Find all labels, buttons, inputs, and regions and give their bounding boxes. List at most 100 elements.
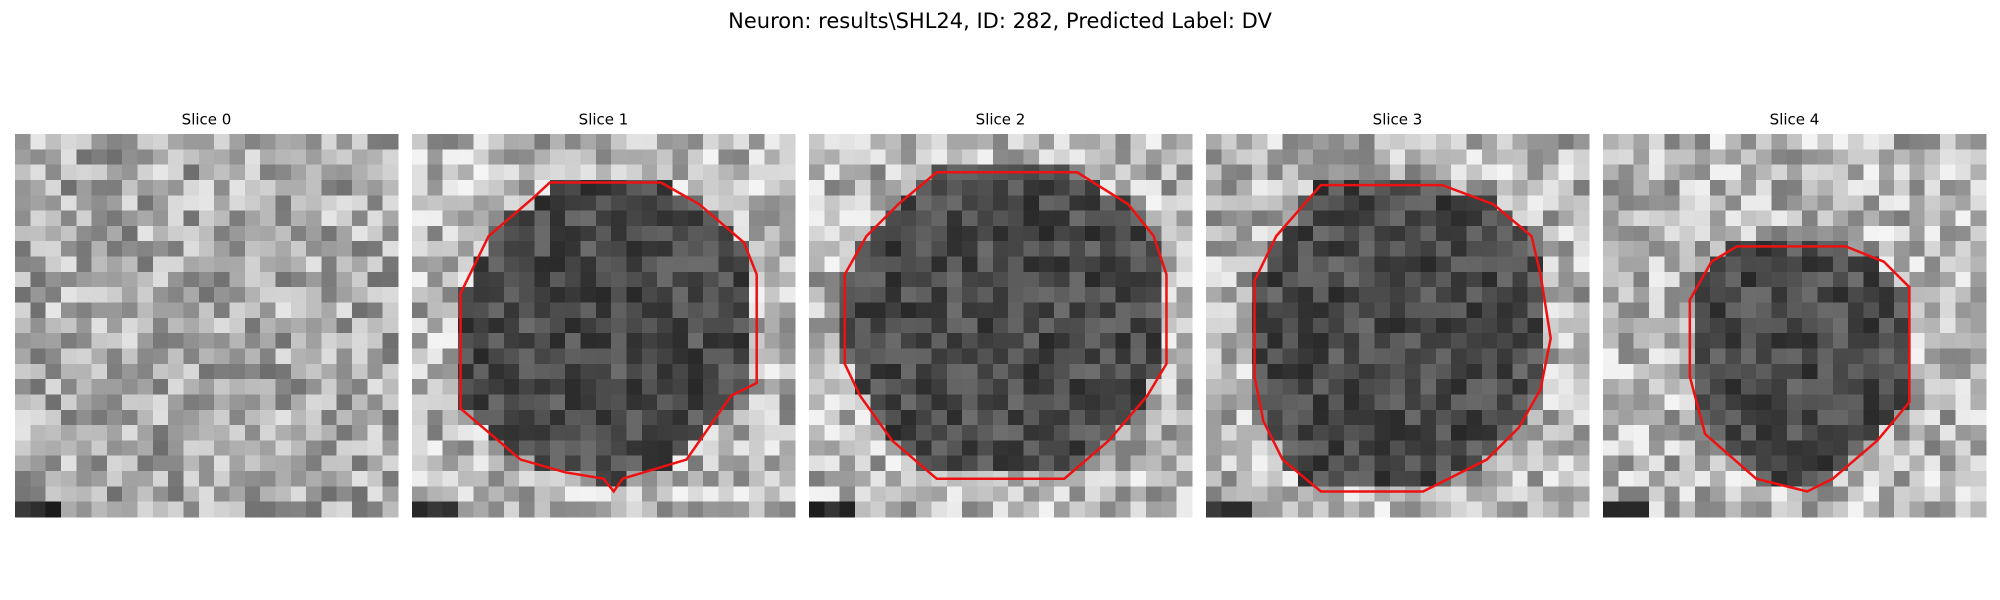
pixel <box>854 210 871 227</box>
pixel <box>168 225 185 242</box>
pixel <box>1558 455 1575 472</box>
pixel <box>946 501 963 518</box>
pixel <box>1251 210 1268 227</box>
pixel <box>1405 164 1421 181</box>
pixel <box>1008 134 1024 150</box>
pixel <box>260 348 276 365</box>
pixel <box>1405 271 1421 288</box>
pixel <box>45 501 62 518</box>
pixel <box>672 363 689 380</box>
pixel <box>1786 241 1803 258</box>
pixel <box>290 134 307 150</box>
pixel <box>1451 302 1467 319</box>
pixel <box>1740 195 1757 212</box>
pixel <box>1863 195 1880 212</box>
pixel <box>275 501 292 518</box>
pixel <box>824 317 841 334</box>
pixel <box>580 179 597 196</box>
pixel <box>1573 256 1590 273</box>
pixel <box>611 271 627 288</box>
pixel <box>244 317 261 334</box>
pixel <box>1543 379 1559 395</box>
pixel <box>1618 256 1635 273</box>
pixel <box>382 225 399 242</box>
pixel <box>1802 394 1818 411</box>
pixel <box>1497 134 1513 150</box>
pixel <box>1679 409 1696 426</box>
pixel <box>106 333 123 349</box>
pixel <box>641 440 658 457</box>
pixel <box>764 394 781 411</box>
pixel <box>1236 195 1253 212</box>
pixel <box>152 225 169 242</box>
pixel <box>1863 317 1880 334</box>
pixel <box>106 455 123 472</box>
pixel <box>962 256 979 273</box>
pixel <box>1313 409 1330 426</box>
pixel <box>229 164 246 181</box>
pixel <box>91 302 108 319</box>
pixel <box>152 409 169 426</box>
pixel <box>275 149 292 166</box>
pixel <box>549 195 566 212</box>
pixel <box>519 149 536 166</box>
pixel <box>122 394 139 411</box>
pixel <box>672 379 689 395</box>
pixel <box>45 455 62 472</box>
pixel <box>519 287 536 304</box>
pixel <box>1008 149 1024 166</box>
contour <box>459 181 758 494</box>
pixel <box>290 287 307 304</box>
pixel <box>168 455 185 472</box>
pixel <box>1206 179 1222 196</box>
pixel <box>809 241 825 258</box>
pixel <box>824 179 841 196</box>
pixel <box>352 440 368 457</box>
pixel <box>1894 225 1910 242</box>
pixel <box>1909 348 1926 365</box>
pixel <box>1848 287 1864 304</box>
pixel <box>306 348 322 365</box>
pixel <box>229 455 246 472</box>
pixel <box>900 271 917 288</box>
pixel <box>306 317 322 334</box>
pixel <box>749 501 765 518</box>
pixel <box>657 379 673 395</box>
pixel <box>91 409 108 426</box>
pixel <box>229 471 246 487</box>
pixel <box>275 348 292 365</box>
pixel <box>214 195 230 212</box>
pixel <box>1343 179 1360 196</box>
pixel <box>1679 241 1696 258</box>
pixel <box>565 363 582 380</box>
pixel <box>626 348 643 365</box>
pixel <box>442 210 459 227</box>
pixel <box>1069 302 1086 319</box>
pixel <box>488 348 505 365</box>
pixel <box>1206 317 1222 334</box>
pixel <box>1313 225 1330 242</box>
pixel <box>749 486 765 503</box>
pixel <box>382 379 399 395</box>
pixel <box>15 179 31 196</box>
pixel <box>1756 149 1773 166</box>
pixel <box>595 317 612 334</box>
pixel <box>977 302 994 319</box>
pixel <box>91 149 108 166</box>
pixel <box>1970 317 1987 334</box>
pixel <box>565 501 582 518</box>
pixel <box>290 348 307 365</box>
pixel <box>1664 179 1681 196</box>
pixel <box>1924 195 1941 212</box>
pixel <box>733 363 750 380</box>
pixel <box>442 256 459 273</box>
pixel <box>442 363 459 380</box>
pixel <box>76 134 93 150</box>
pixel <box>1817 425 1834 441</box>
pixel <box>931 348 948 365</box>
pixel <box>1435 195 1452 212</box>
pixel <box>30 302 47 319</box>
pixel <box>503 363 520 380</box>
pixel <box>1497 302 1513 319</box>
pixel <box>122 195 139 212</box>
